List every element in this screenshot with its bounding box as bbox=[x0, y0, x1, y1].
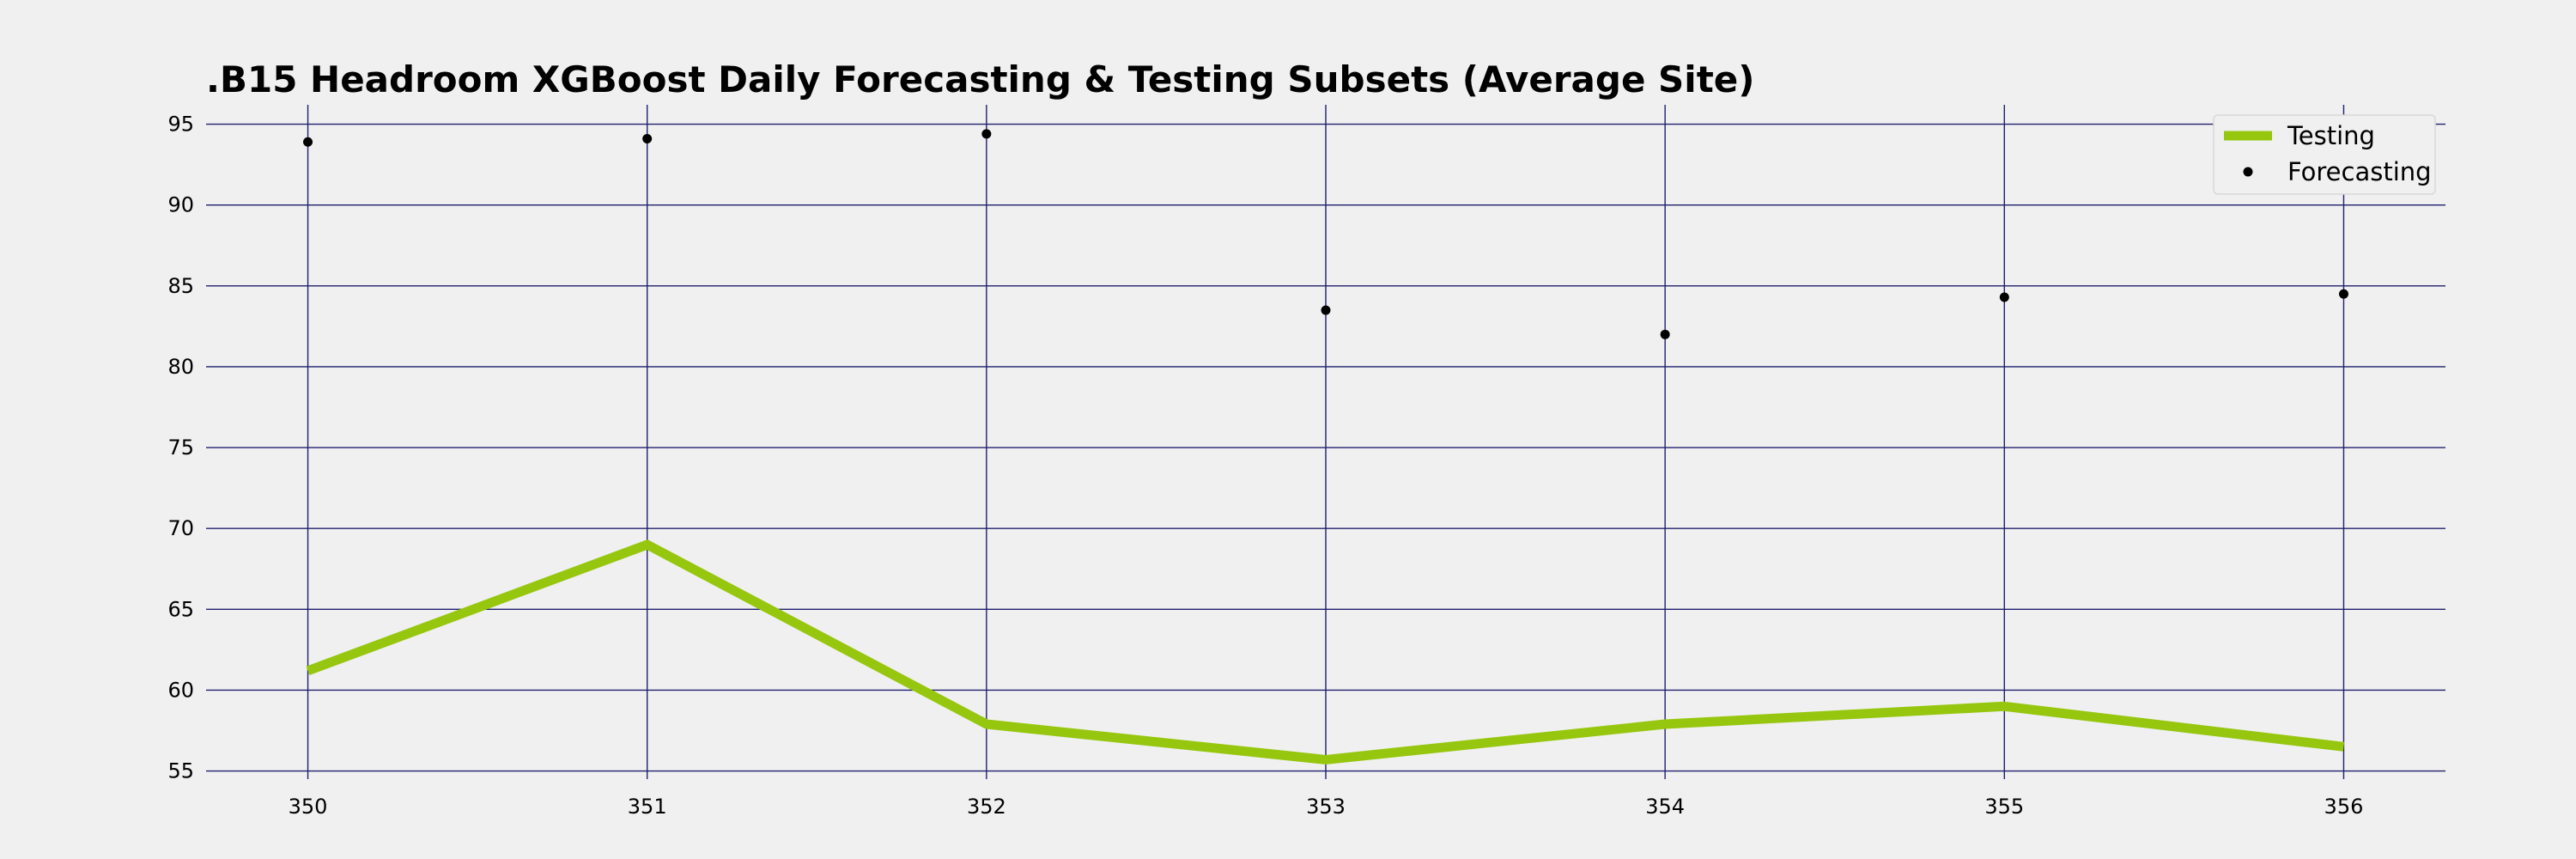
y-tick-label: 75 bbox=[167, 436, 194, 460]
y-tick-label: 95 bbox=[167, 113, 194, 137]
y-tick-label: 65 bbox=[167, 597, 194, 621]
forecasting-point bbox=[1660, 329, 1670, 339]
x-tick-label: 353 bbox=[1306, 795, 1346, 819]
legend-label: Testing bbox=[2287, 121, 2375, 150]
series-line-testing bbox=[306, 539, 2345, 765]
y-tick-label: 85 bbox=[167, 274, 194, 298]
forecasting-point bbox=[642, 134, 653, 144]
y-tick-label: 90 bbox=[167, 193, 194, 217]
forecasting-point bbox=[981, 129, 992, 139]
grid bbox=[206, 105, 2445, 779]
x-tick-label: 351 bbox=[628, 795, 667, 819]
forecasting-point bbox=[1999, 292, 2009, 302]
tick-labels: 55 60 65 70 75 80 85 90 95 350 351 352 353 354 355 356 bbox=[167, 113, 2363, 819]
y-tick-label: 60 bbox=[167, 678, 194, 702]
chart-title: .B15 Headroom XGBoost Daily Forecasting … bbox=[206, 58, 1755, 101]
x-tick-label: 354 bbox=[1645, 795, 1685, 819]
forecasting-point bbox=[2338, 289, 2348, 299]
series bbox=[303, 129, 2348, 765]
x-tick-label: 355 bbox=[1984, 795, 2024, 819]
forecasting-point bbox=[303, 137, 313, 147]
y-tick-label: 70 bbox=[167, 516, 194, 540]
x-tick-label: 356 bbox=[2324, 795, 2364, 819]
y-tick-label: 55 bbox=[167, 759, 194, 783]
legend-label: Forecasting bbox=[2287, 157, 2432, 186]
y-tick-label: 80 bbox=[167, 355, 194, 379]
x-tick-label: 350 bbox=[289, 795, 328, 819]
x-tick-label: 352 bbox=[967, 795, 1006, 819]
legend-swatch-forecasting bbox=[2243, 167, 2253, 177]
forecasting-point bbox=[1321, 305, 1331, 315]
legend: Testing Forecasting bbox=[2213, 114, 2436, 195]
